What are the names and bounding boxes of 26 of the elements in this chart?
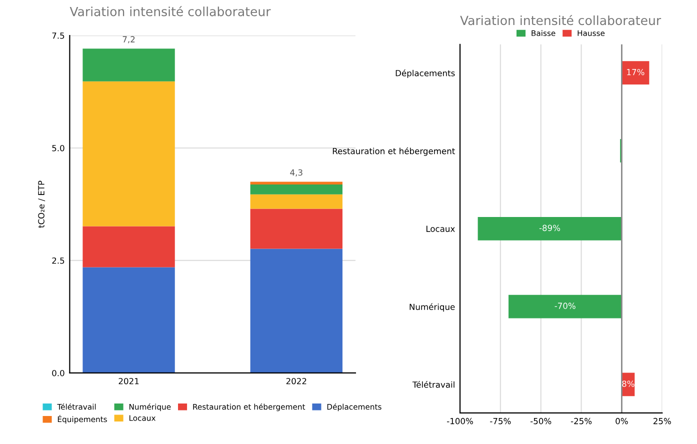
data-label: -70%: [554, 302, 576, 309]
y-axis-title: tCO₂e / ETP: [38, 180, 46, 228]
data-label: -89%: [539, 224, 560, 232]
x-tick-label: 0%: [616, 418, 628, 424]
x-tick-label: -25%: [570, 418, 592, 424]
y-tick-label: 7.5: [52, 32, 64, 39]
x-tick-label: 2022: [286, 378, 306, 384]
x-tick-label: 2021: [118, 378, 139, 384]
y-tick-label: Numérique: [410, 303, 455, 312]
x-tick-label: -100%: [447, 418, 473, 424]
y-tick-label: Locaux: [426, 226, 455, 232]
data-label: 17%: [627, 68, 644, 76]
total-label: 4,3: [290, 169, 302, 176]
y-tick-label: Télétravail: [412, 380, 454, 388]
total-label: 7,2: [122, 36, 135, 44]
y-tick-label: Restauration et hébergement: [332, 147, 455, 156]
chart-title: Variation intensité collaborateur: [70, 6, 271, 16]
y-tick-label: 0.0: [52, 370, 64, 376]
x-tick-label: -50%: [530, 418, 552, 424]
y-tick-label: 5.0: [52, 144, 64, 152]
y-tick-label: Déplacements: [396, 70, 455, 78]
chart-title: Variation intensité collaborateur: [460, 14, 662, 26]
x-tick-label: -75%: [490, 418, 511, 424]
y-tick-label: 2.5: [52, 257, 64, 264]
data-label: 8%: [622, 380, 634, 387]
x-tick-label: 25%: [654, 418, 671, 424]
